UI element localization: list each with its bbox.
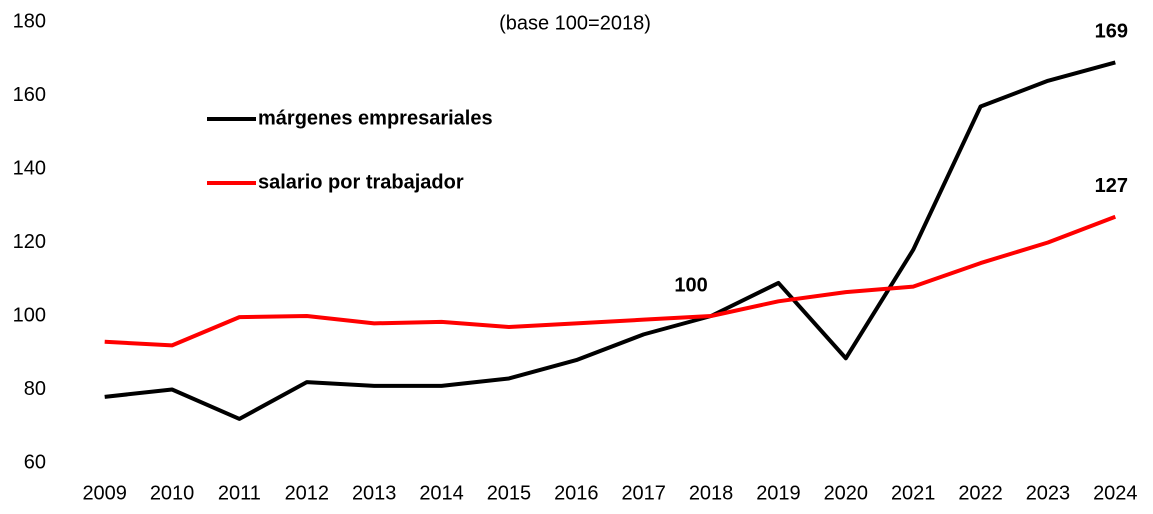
y-tick-label: 100 (13, 304, 46, 326)
x-tick-label: 2011 (218, 482, 261, 504)
y-tick-label: 140 (13, 157, 46, 179)
x-tick-label: 2018 (689, 482, 734, 504)
y-tick-label: 60 (24, 451, 46, 473)
x-tick-label: 2022 (958, 482, 1003, 504)
x-tick-label: 2015 (487, 482, 532, 504)
x-tick-label: 2020 (824, 482, 869, 504)
x-tick-label: 2010 (150, 482, 195, 504)
x-tick-label: 2024 (1093, 482, 1138, 504)
x-tick-label: 2009 (82, 482, 127, 504)
y-tick-label: 80 (24, 378, 46, 400)
chart-subtitle: (base 100=2018) (499, 12, 651, 34)
x-tick-label: 2012 (285, 482, 330, 504)
legend-label: salario por trabajador (258, 171, 464, 193)
x-tick-label: 2021 (891, 482, 936, 504)
x-tick-label: 2019 (756, 482, 801, 504)
y-tick-label: 120 (13, 231, 46, 253)
x-tick-label: 2014 (419, 482, 464, 504)
y-tick-label: 180 (13, 10, 46, 32)
series-line (104, 60, 1116, 421)
data-label: 100 (674, 274, 707, 296)
x-tick-label: 2017 (621, 482, 666, 504)
x-tick-label: 2023 (1026, 482, 1071, 504)
data-label: 169 (1095, 21, 1128, 43)
x-tick-label: 2013 (352, 482, 397, 504)
legend-label: márgenes empresariales (258, 107, 493, 129)
data-label: 127 (1095, 175, 1128, 197)
x-tick-label: 2016 (554, 482, 599, 504)
series-line (104, 214, 1117, 348)
y-tick-label: 160 (13, 84, 46, 106)
